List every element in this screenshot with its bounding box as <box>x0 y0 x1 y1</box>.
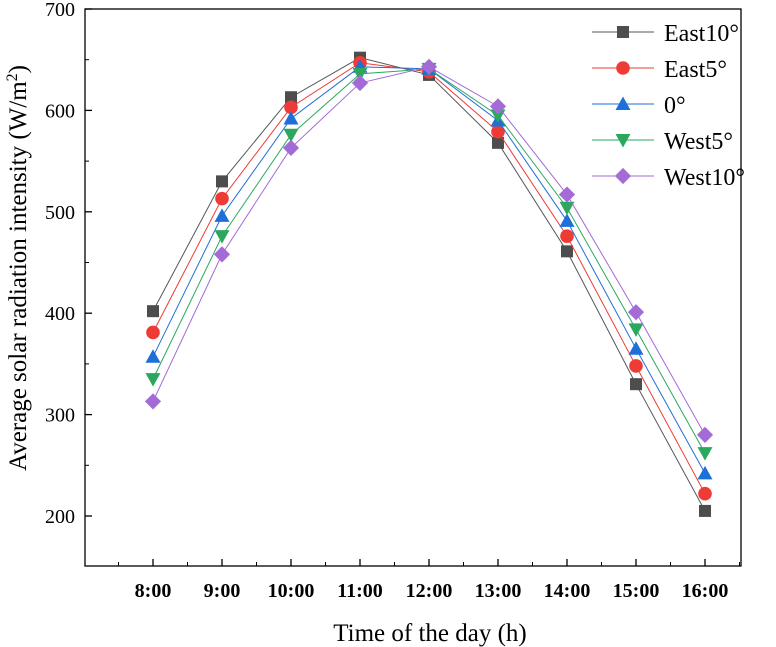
data-point <box>698 486 712 501</box>
data-point <box>215 191 229 206</box>
data-point <box>628 323 644 337</box>
series-3 <box>145 62 713 461</box>
data-point <box>490 109 506 123</box>
data-point <box>630 378 642 391</box>
data-point <box>213 246 231 263</box>
legend-item: East5° <box>592 57 727 83</box>
x-axis-ticks: 8:00 9:00 10:00 11:00 12:00 13:00 14:00 15:00 16… <box>118 559 740 602</box>
x-tick-label: 13:00 <box>475 580 522 602</box>
legend-item: East10° <box>592 21 739 47</box>
x-tick-label: 15:00 <box>613 580 660 602</box>
legend-marker <box>617 26 629 38</box>
data-point <box>492 136 504 149</box>
y-axis-ticks: 200 300 400 500 600 700 <box>45 0 92 528</box>
legend-item: West10° <box>592 165 745 191</box>
legend-marker <box>615 96 631 110</box>
data-point <box>627 304 645 321</box>
data-point <box>491 124 505 139</box>
series-1 <box>146 55 712 501</box>
data-point <box>144 393 162 410</box>
data-point <box>145 349 161 363</box>
series-line <box>152 57 706 512</box>
data-point <box>147 305 159 318</box>
series-layer <box>144 51 714 517</box>
y-axis-title-main: Average solar radiation intensity (W/m <box>5 81 32 471</box>
data-point <box>561 245 573 258</box>
data-point <box>145 373 161 387</box>
legend-marker <box>614 167 632 185</box>
data-point <box>216 175 228 188</box>
x-tick-label: 14:00 <box>544 580 591 602</box>
data-point <box>559 201 575 216</box>
legend-marker <box>615 134 631 148</box>
series-line <box>152 68 706 454</box>
x-tick-label: 11:00 <box>337 580 383 602</box>
y-tick-label: 400 <box>45 303 75 325</box>
data-point <box>699 504 711 517</box>
legend-item: West5° <box>592 129 733 155</box>
plot-frame <box>84 8 742 567</box>
data-point <box>559 213 575 227</box>
legend-label: West10° <box>664 165 745 191</box>
legend-item: 0° <box>592 93 686 119</box>
data-point <box>558 186 576 203</box>
y-axis-title-superscript: 2 <box>4 73 21 81</box>
data-point <box>628 341 644 355</box>
y-axis-title-close: ) <box>5 65 32 73</box>
data-point <box>283 111 299 125</box>
data-point <box>560 229 574 243</box>
series-line <box>152 66 706 436</box>
series-0 <box>147 51 711 517</box>
x-tick-label: 16:00 <box>682 580 729 602</box>
series-line <box>152 62 706 494</box>
y-tick-label: 600 <box>45 100 75 122</box>
x-tick-label: 8:00 <box>135 580 172 602</box>
y-tick-label: 700 <box>45 0 75 21</box>
x-axis-title: Time of the day (h) <box>333 620 527 647</box>
series-line <box>152 66 706 474</box>
legend-label: East10° <box>664 21 739 47</box>
data-point <box>697 465 713 480</box>
data-point <box>214 208 230 222</box>
x-tick-label: 10:00 <box>268 580 315 602</box>
data-point <box>696 426 714 443</box>
data-point <box>629 359 643 373</box>
x-tick-label: 12:00 <box>406 580 453 602</box>
series-2 <box>145 59 713 480</box>
data-point <box>214 230 230 244</box>
legend-marker <box>616 61 630 75</box>
y-axis-title: Average solar radiation intensity (W/m2) <box>4 65 32 471</box>
data-point <box>282 139 300 157</box>
y-tick-label: 200 <box>45 506 75 528</box>
data-point <box>697 447 713 461</box>
data-point <box>283 128 299 143</box>
data-point <box>420 58 438 75</box>
data-point <box>351 74 369 92</box>
legend-label: 0° <box>664 93 686 119</box>
legend-label: East5° <box>664 57 727 83</box>
data-point <box>489 98 507 115</box>
legend-label: West5° <box>664 129 733 155</box>
y-tick-label: 300 <box>45 405 75 427</box>
data-point <box>285 91 297 104</box>
data-point <box>284 100 298 115</box>
data-point <box>146 325 160 340</box>
x-tick-label: 9:00 <box>204 580 241 602</box>
data-point <box>352 67 368 82</box>
y-tick-label: 500 <box>45 202 75 224</box>
legend: East10° East5° 0° West5° West10° <box>592 21 745 191</box>
series-4 <box>144 58 714 443</box>
